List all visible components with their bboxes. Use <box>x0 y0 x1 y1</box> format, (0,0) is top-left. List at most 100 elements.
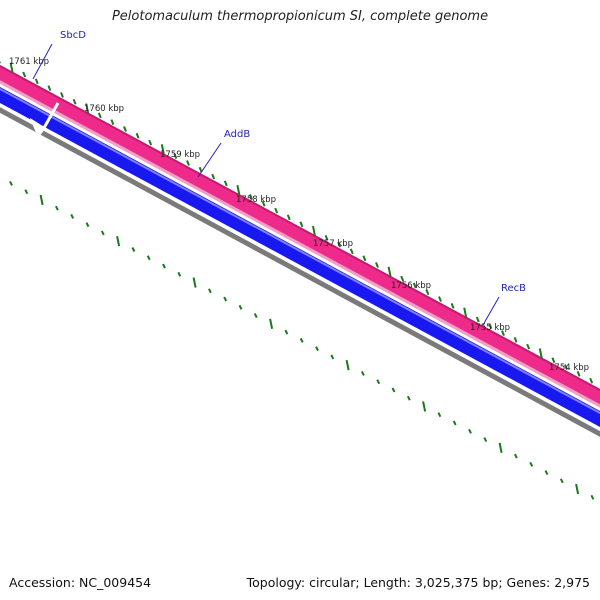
lower-ruler-tick <box>177 271 182 277</box>
lower-ruler-tick <box>24 189 29 195</box>
ruler-tick <box>538 348 543 359</box>
reverse-strand-feature <box>0 87 600 427</box>
accession-label: Accession: NC_009454 <box>9 575 152 590</box>
lower-ruler-tick <box>9 180 13 186</box>
forward-strand-feature <box>0 65 600 405</box>
ruler-tick <box>286 214 291 221</box>
ruler-tick <box>362 255 367 262</box>
gene-leader-addb <box>197 142 222 178</box>
gene-leader-recb <box>482 296 500 326</box>
lower-ruler-tick <box>483 437 488 442</box>
ruler-tick <box>425 289 430 296</box>
lower-ruler-tick <box>131 247 136 252</box>
ruler-tick <box>438 296 442 302</box>
lower-ruler-tick <box>238 304 243 310</box>
lower-ruler-tick <box>345 359 350 371</box>
lower-ruler-tick <box>299 337 304 343</box>
ruler-tick <box>463 307 468 318</box>
ruler-tick <box>589 377 594 384</box>
lower-ruler-tick <box>162 263 166 269</box>
ruler-tick <box>551 357 556 364</box>
ruler-tick <box>576 371 581 377</box>
ruler-tick <box>236 184 241 196</box>
lower-ruler-tick <box>146 255 151 261</box>
ruler-tick <box>85 103 90 114</box>
ruler-tick <box>450 302 455 309</box>
ruler-tick <box>249 194 253 200</box>
lower-ruler-tick <box>192 277 197 288</box>
lower-ruler-tick <box>315 346 319 352</box>
gene-label-addb: AddB <box>224 129 250 140</box>
ruler-tick <box>564 364 568 370</box>
ruler-tick <box>123 126 127 132</box>
lower-ruler-tick <box>330 354 335 360</box>
ruler-label: 1759 kbp <box>160 150 200 160</box>
ruler-label: 1760 kbp <box>84 104 124 114</box>
ruler-label: 1755 kbp <box>470 323 510 333</box>
ruler-tick <box>60 92 64 98</box>
ruler-tick <box>34 78 39 85</box>
ruler-tick <box>110 119 115 126</box>
ruler-tick <box>135 132 140 139</box>
lower-ruler-tick <box>452 420 457 426</box>
ruler-tick <box>349 248 354 255</box>
ruler-tick <box>337 241 342 248</box>
ruler-tick <box>387 266 392 278</box>
lower-ruler-tick <box>376 379 381 385</box>
lower-ruler-tick <box>223 296 228 302</box>
reverse-arrow-notch <box>30 118 46 138</box>
ruler-tick <box>488 323 493 330</box>
lower-ruler-tick <box>253 313 258 319</box>
gene-label-sbcd: SbcD <box>60 30 86 41</box>
ruler-tick <box>72 98 77 105</box>
lower-ruler-tick <box>116 236 121 247</box>
lower-ruler-tick <box>406 395 411 401</box>
lower-ruler-tick <box>422 401 427 412</box>
lower-ruler-tick <box>498 442 503 453</box>
ruler-tick <box>299 221 304 228</box>
ruler-label: 1757 kbp <box>313 239 353 249</box>
ruler-tick <box>274 207 279 214</box>
ruler-tick <box>9 62 14 73</box>
ruler-tick <box>400 275 405 282</box>
ruler-label: 1761 kbp <box>9 57 49 67</box>
lower-ruler-tick <box>100 230 105 236</box>
lower-ruler-tick <box>208 288 212 294</box>
forward-strand-edge <box>0 64 600 392</box>
lower-ruler-tick <box>544 470 549 476</box>
ruler-tick <box>324 234 329 241</box>
lower-ruler-tick <box>575 483 580 495</box>
lower-ruler-tick <box>391 387 396 393</box>
ruler-tick <box>22 71 27 78</box>
ruler-tick <box>501 330 505 336</box>
lower-ruler-tick <box>70 214 75 219</box>
ruler-label: 1756 kbp <box>391 281 431 291</box>
ruler-tick <box>375 262 379 268</box>
ruler-label: 1758 kbp <box>236 195 276 205</box>
lower-ruler-tick <box>529 461 534 467</box>
genome-title: Pelotomaculum thermopropionicum SI, comp… <box>111 9 489 24</box>
ruler-tick <box>513 337 518 343</box>
ruler-tick <box>186 160 190 166</box>
backbone-line <box>0 107 600 437</box>
ruler-tick <box>223 180 228 187</box>
genome-summary: Topology: circular; Length: 3,025,375 bp… <box>246 575 590 590</box>
ruler-tick <box>312 225 316 237</box>
lower-ruler-tick <box>361 370 365 376</box>
gene-boundary <box>42 102 60 129</box>
ruler-tick <box>261 200 266 207</box>
ruler-tick <box>526 343 531 350</box>
lower-ruler-tick <box>590 494 595 500</box>
lower-ruler-tick <box>55 205 59 211</box>
lower-ruler-tick <box>39 194 44 206</box>
ruler-tick <box>173 153 178 160</box>
ruler-tick <box>148 139 153 146</box>
lower-ruler-tick <box>514 453 518 459</box>
forward-strand-highlight <box>0 80 600 408</box>
gene-label-recb: RecB <box>501 283 526 294</box>
ruler-tick <box>475 316 480 323</box>
lower-ruler-tick <box>85 222 90 228</box>
lower-ruler-tick <box>468 428 472 434</box>
